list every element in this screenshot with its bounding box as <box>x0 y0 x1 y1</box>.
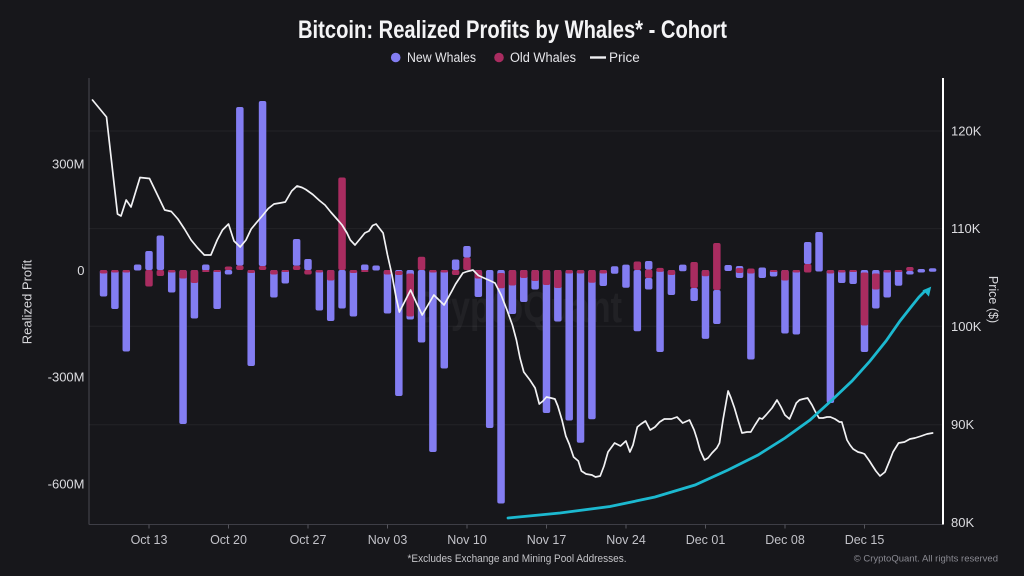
svg-text:0: 0 <box>77 263 84 278</box>
svg-text:Dec 08: Dec 08 <box>765 533 805 547</box>
svg-text:-300M: -300M <box>48 370 85 385</box>
svg-text:Nov 03: Nov 03 <box>368 533 408 547</box>
svg-text:Old Whales: Old Whales <box>510 50 576 65</box>
svg-text:New Whales: New Whales <box>407 50 476 65</box>
svg-text:90K: 90K <box>951 417 974 432</box>
svg-text:Nov 17: Nov 17 <box>527 533 567 547</box>
svg-text:-600M: -600M <box>48 477 85 492</box>
svg-text:Bitcoin: Realized Profits by W: Bitcoin: Realized Profits by Whales* - C… <box>298 16 728 44</box>
svg-text:100K: 100K <box>951 319 982 334</box>
svg-text:*Excludes Exchange and Mining: *Excludes Exchange and Mining Pool Addre… <box>408 553 627 565</box>
svg-text:Dec 01: Dec 01 <box>686 533 726 547</box>
svg-text:Oct 13: Oct 13 <box>131 533 168 547</box>
svg-text:120K: 120K <box>951 124 982 139</box>
svg-text:110K: 110K <box>951 221 981 236</box>
svg-text:300M: 300M <box>52 157 85 172</box>
svg-text:Realized Profit: Realized Profit <box>20 259 35 344</box>
svg-text:© CryptoQuant. All rights rese: © CryptoQuant. All rights reserved <box>854 554 998 565</box>
svg-text:Nov 10: Nov 10 <box>447 533 487 547</box>
svg-text:Price ($): Price ($) <box>986 276 1000 323</box>
svg-text:Nov 24: Nov 24 <box>606 533 646 547</box>
svg-text:80K: 80K <box>951 515 974 530</box>
svg-text:Price: Price <box>609 50 640 65</box>
svg-text:Oct 20: Oct 20 <box>210 533 247 547</box>
svg-text:Oct 27: Oct 27 <box>290 533 327 547</box>
svg-text:Dec 15: Dec 15 <box>845 533 885 547</box>
